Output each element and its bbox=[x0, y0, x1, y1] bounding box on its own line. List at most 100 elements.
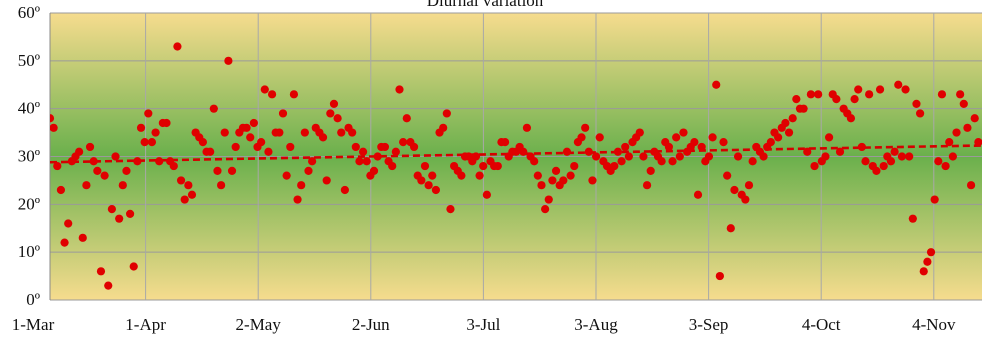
data-point bbox=[657, 157, 666, 166]
data-point bbox=[162, 118, 171, 128]
data-point bbox=[897, 152, 907, 161]
data-point bbox=[901, 85, 910, 94]
data-point bbox=[333, 114, 342, 123]
data-point bbox=[147, 138, 157, 147]
x-tick-label: 4-Nov bbox=[912, 315, 956, 334]
data-point bbox=[937, 90, 947, 99]
data-point bbox=[672, 133, 681, 142]
data-point bbox=[715, 271, 724, 281]
data-point bbox=[821, 152, 830, 161]
data-point bbox=[533, 171, 542, 180]
data-point bbox=[919, 267, 928, 276]
data-point bbox=[923, 257, 932, 266]
data-point bbox=[140, 138, 149, 147]
data-point bbox=[144, 109, 153, 118]
data-point bbox=[948, 152, 957, 161]
data-point bbox=[297, 181, 306, 190]
data-point bbox=[959, 99, 968, 108]
data-point bbox=[278, 109, 288, 118]
data-point bbox=[610, 161, 619, 171]
data-point bbox=[471, 152, 481, 161]
data-point bbox=[340, 185, 349, 195]
x-tick-label: 3-Jul bbox=[466, 315, 500, 334]
data-point bbox=[224, 56, 233, 65]
data-point bbox=[53, 161, 62, 171]
data-point bbox=[748, 157, 757, 166]
data-point bbox=[50, 114, 55, 123]
data-point bbox=[806, 90, 815, 99]
data-point bbox=[348, 128, 357, 137]
data-point bbox=[133, 157, 142, 166]
x-tick-label: 2-May bbox=[236, 315, 282, 334]
data-point bbox=[541, 205, 550, 214]
data-point bbox=[642, 181, 652, 190]
data-point bbox=[304, 166, 313, 175]
data-point bbox=[581, 123, 590, 132]
data-point bbox=[522, 123, 532, 132]
data-point bbox=[184, 181, 193, 190]
data-point bbox=[766, 138, 775, 147]
data-point bbox=[115, 214, 124, 223]
data-point bbox=[824, 133, 834, 142]
y-tick-label: 20º bbox=[18, 194, 40, 213]
data-point bbox=[257, 138, 266, 147]
data-point bbox=[249, 118, 258, 128]
data-point bbox=[537, 181, 546, 190]
data-point bbox=[293, 195, 302, 204]
data-point bbox=[788, 114, 797, 123]
data-point bbox=[107, 205, 116, 214]
data-point bbox=[970, 114, 979, 123]
data-point bbox=[380, 142, 390, 152]
data-point bbox=[75, 147, 84, 156]
data-point bbox=[337, 128, 346, 137]
data-point bbox=[399, 138, 408, 147]
data-point bbox=[479, 161, 488, 171]
data-point bbox=[155, 157, 164, 166]
data-point bbox=[417, 176, 426, 185]
data-point bbox=[945, 138, 954, 147]
data-point bbox=[974, 138, 982, 147]
data-point bbox=[617, 157, 626, 166]
data-point bbox=[905, 152, 914, 161]
x-tick-label: 3-Sep bbox=[689, 315, 729, 334]
data-point bbox=[890, 147, 899, 156]
data-point bbox=[956, 90, 965, 99]
x-tick-label: 4-Oct bbox=[802, 315, 841, 334]
data-point bbox=[854, 85, 863, 94]
data-point bbox=[151, 128, 160, 137]
y-tick-label: 40º bbox=[18, 99, 40, 118]
data-point bbox=[351, 142, 360, 152]
data-point bbox=[621, 142, 630, 152]
data-point bbox=[424, 181, 433, 190]
data-point bbox=[60, 238, 69, 247]
data-point bbox=[530, 157, 539, 166]
data-point bbox=[744, 181, 754, 190]
data-point bbox=[169, 161, 178, 171]
data-point bbox=[708, 133, 717, 142]
data-point bbox=[118, 181, 127, 190]
data-point bbox=[591, 152, 601, 161]
data-point bbox=[719, 138, 728, 147]
data-point bbox=[329, 99, 339, 108]
data-point bbox=[613, 147, 623, 156]
data-point bbox=[588, 176, 597, 185]
data-point bbox=[442, 109, 451, 118]
data-point bbox=[941, 161, 950, 171]
data-point bbox=[318, 133, 328, 142]
data-point bbox=[861, 157, 870, 166]
data-point bbox=[723, 171, 732, 180]
data-point bbox=[125, 209, 135, 218]
data-point bbox=[562, 147, 572, 156]
data-point bbox=[872, 166, 881, 175]
x-tick-label: 3-Aug bbox=[574, 315, 618, 334]
y-axis-tick-labels: 0º 10º 20º 30º 40º 50º 60º bbox=[18, 3, 40, 309]
data-point bbox=[712, 80, 721, 89]
data-point bbox=[886, 157, 896, 166]
data-point bbox=[519, 147, 528, 156]
data-point bbox=[690, 138, 699, 147]
data-point bbox=[439, 123, 448, 132]
data-point bbox=[566, 171, 575, 180]
data-point bbox=[242, 123, 251, 132]
